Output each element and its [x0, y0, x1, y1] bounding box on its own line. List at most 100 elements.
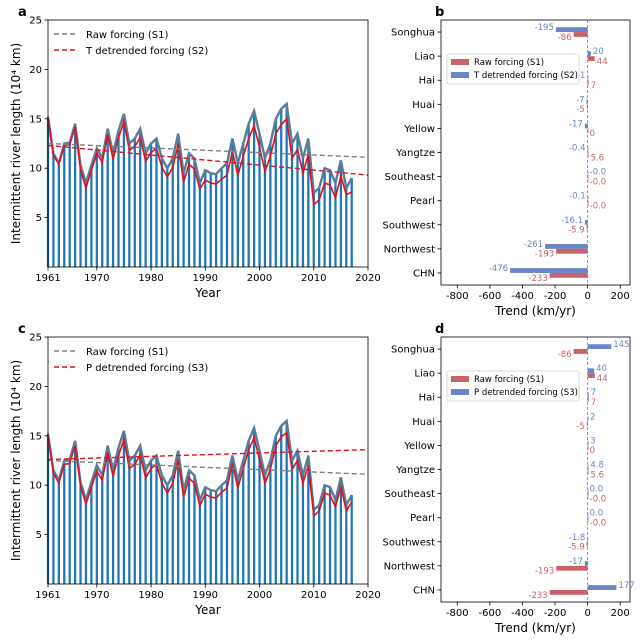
y-tick-label: 10 — [29, 164, 42, 175]
value-label-s1: -5 — [576, 105, 584, 115]
category-label: Northwest — [384, 561, 436, 572]
value-label-s1: -5.9 — [568, 226, 585, 236]
x-axis-label: Year — [194, 286, 220, 300]
bar-s1-yellow — [587, 128, 589, 134]
x-axis-label: Year — [194, 603, 220, 617]
bar-1973 — [111, 153, 115, 267]
bar-1975 — [122, 113, 126, 267]
category-label: Southeast — [385, 172, 436, 183]
bar-2006 — [290, 143, 294, 267]
bar-1964 — [63, 460, 66, 584]
detrended-trend-line — [47, 144, 369, 176]
category-label: Huai — [412, 100, 435, 111]
bar-1982 — [160, 475, 164, 584]
bar-1981 — [155, 455, 158, 584]
value-label-s1: 44 — [597, 374, 608, 384]
bar-1962 — [52, 153, 55, 267]
bar-1973 — [111, 470, 115, 584]
x-tick-label: -200 — [544, 608, 567, 619]
bar-1965 — [68, 459, 71, 584]
bar-1967 — [79, 165, 82, 267]
value-label-s2: 177 — [618, 581, 634, 591]
legend: Raw forcing (S1) P detrended forcing (S3) — [54, 347, 208, 374]
bar-1989 — [198, 183, 202, 267]
value-label-s2: -7 — [576, 95, 584, 105]
bar-1996 — [236, 480, 239, 584]
bar-s2-southeast — [587, 171, 589, 177]
bar-1986 — [182, 490, 185, 584]
bar-2010 — [312, 509, 315, 584]
bar-2007 — [296, 133, 299, 267]
category-label: Southwest — [382, 537, 435, 548]
bar-1987 — [187, 470, 191, 584]
panel-letter: b — [435, 5, 444, 20]
x-tick-label: 2000 — [247, 273, 272, 284]
category-label: Yellow — [403, 441, 435, 452]
x-axis-label: Trend (km/yr) — [494, 621, 576, 635]
bar-s2-northwest — [545, 244, 588, 249]
y-tick-label: 25 — [29, 16, 42, 27]
bar-1975 — [122, 430, 126, 584]
bar-1981 — [155, 138, 158, 267]
bar-1962 — [52, 470, 55, 584]
bar-2007 — [296, 450, 299, 584]
detrended-forcing-line — [47, 117, 353, 207]
bar-1980 — [149, 460, 153, 584]
bar-2008 — [301, 158, 305, 267]
bar-s2-southwest — [587, 536, 589, 542]
x-tick-label: 1970 — [84, 590, 109, 601]
raw-trend-line — [47, 142, 369, 159]
bar-2015 — [339, 477, 343, 584]
bar-1987 — [187, 153, 191, 267]
bar-2011 — [318, 504, 321, 584]
value-label-s2: 0.0 — [590, 509, 604, 519]
legend-raw-label: Raw forcing (S1) — [86, 347, 168, 358]
bar-1969 — [90, 482, 93, 584]
bar-1986 — [182, 173, 185, 267]
bar-1992 — [214, 174, 218, 267]
bar-s2-yellow — [587, 440, 589, 446]
bar-s1-northwest — [556, 565, 588, 571]
value-label-s2: 7 — [591, 388, 596, 398]
bar-s2-pearl — [587, 512, 589, 518]
value-label-s1: 0 — [590, 129, 595, 139]
value-label-s2: 20 — [593, 47, 604, 57]
bar-1985 — [177, 133, 180, 267]
value-label-s2: -0.4 — [569, 144, 586, 154]
bar-1990 — [204, 170, 207, 267]
bar-2011 — [318, 187, 321, 267]
bar-2002 — [269, 143, 272, 267]
bar-1977 — [133, 138, 136, 267]
y-axis-label: Intermittent river length (10⁴ km) — [9, 43, 23, 244]
bar-2014 — [334, 183, 337, 267]
x-tick-label: -600 — [479, 291, 502, 302]
category-label: Yangtze — [395, 465, 435, 476]
bar-1997 — [242, 460, 245, 584]
bar-s1-liao — [587, 56, 595, 61]
x-tick-label: 0 — [584, 608, 590, 619]
bar-1992 — [214, 491, 218, 584]
bar-2015 — [339, 160, 343, 267]
panel-c: 1961 1970 1980 1990 2000 2010 2020 5 10 15 20 25 Yea… — [9, 322, 381, 617]
bar-s2-liao — [587, 368, 595, 374]
bar-2009 — [307, 455, 310, 584]
raw-forcing-line — [46, 101, 353, 196]
value-label-s2: -1.8 — [569, 533, 586, 543]
bar-s1-southwest — [586, 224, 588, 230]
x-tick-label: -400 — [511, 291, 534, 302]
bar-s2-southeast — [587, 488, 589, 494]
bar-2001 — [263, 158, 267, 267]
bar-s1-northwest — [556, 248, 588, 254]
bar-1991 — [209, 173, 212, 267]
value-label-s1: -0.0 — [590, 519, 607, 529]
category-label: Huai — [412, 417, 435, 428]
bar-1966 — [73, 123, 77, 268]
category-label: Pearl — [410, 196, 435, 207]
x-tick-label: -400 — [511, 608, 534, 619]
category-label: Northwest — [384, 244, 436, 255]
bar-2013 — [328, 170, 332, 267]
bar-1998 — [247, 440, 250, 584]
bar-1970 — [95, 465, 98, 584]
category-label: Liao — [414, 52, 435, 63]
